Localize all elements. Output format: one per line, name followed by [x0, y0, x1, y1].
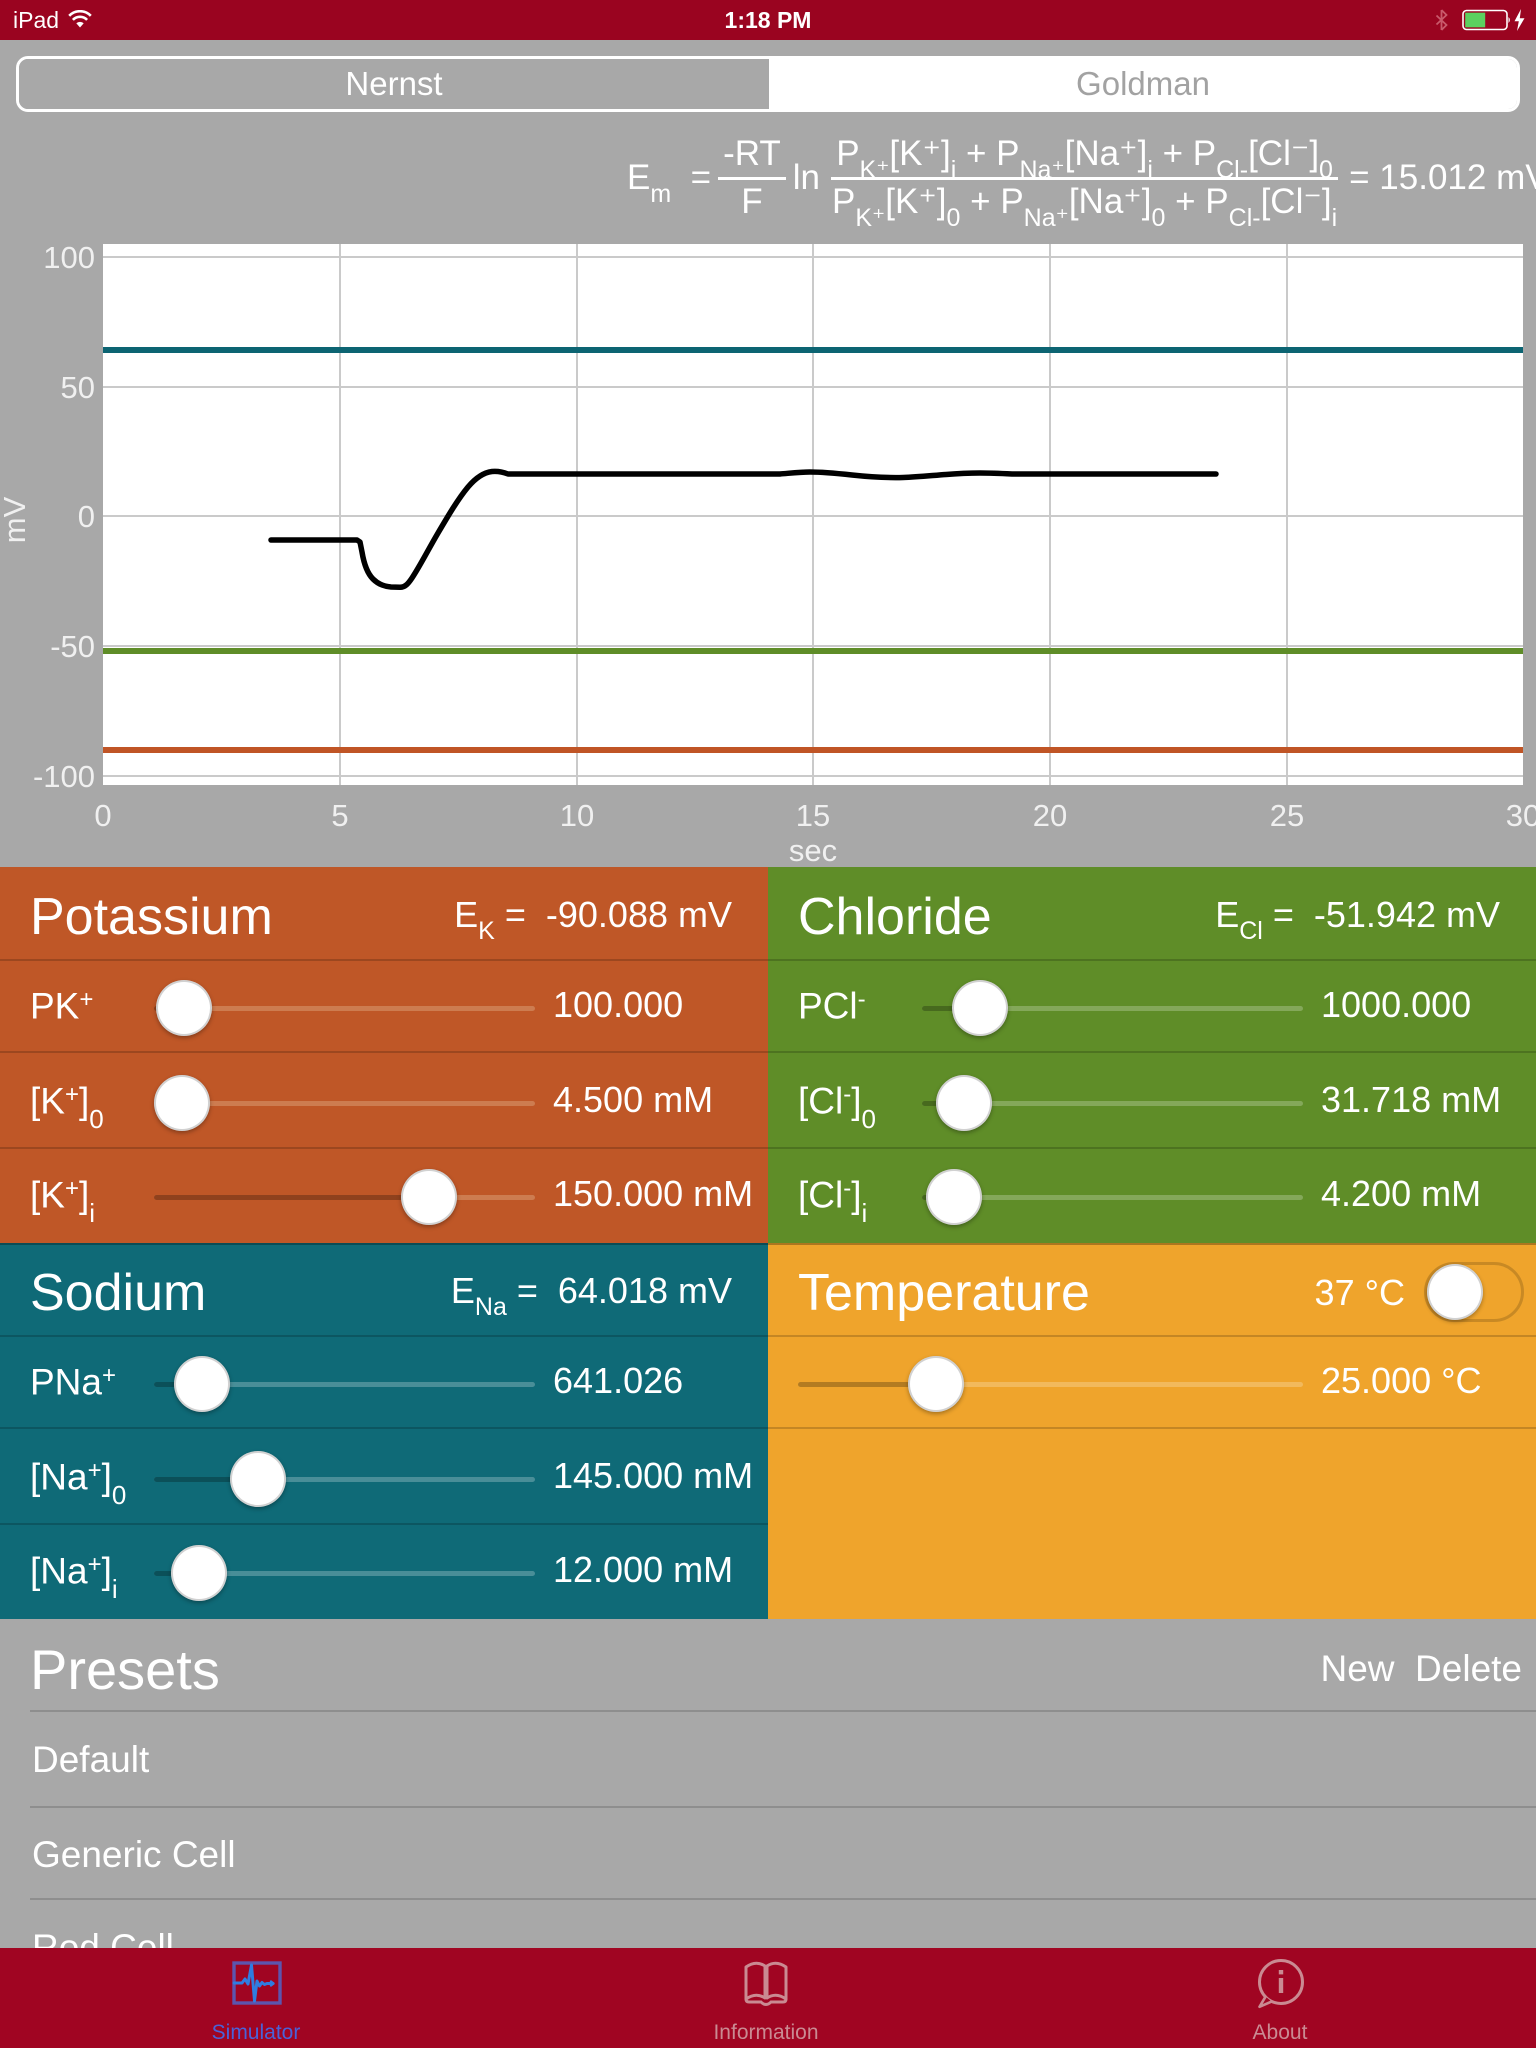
svg-text:sec: sec	[789, 833, 837, 867]
svg-text:mV: mV	[0, 496, 32, 543]
svg-text:0: 0	[94, 798, 111, 833]
svg-text:25: 25	[1270, 798, 1304, 833]
svg-text:0: 0	[78, 499, 95, 534]
svg-text:5: 5	[331, 798, 348, 833]
svg-text:-50: -50	[50, 629, 95, 664]
svg-text:100: 100	[43, 240, 95, 275]
svg-text:30: 30	[1506, 798, 1536, 833]
svg-text:20: 20	[1033, 798, 1067, 833]
svg-text:10: 10	[560, 798, 594, 833]
svg-text:50: 50	[61, 370, 95, 405]
svg-text:15: 15	[796, 798, 830, 833]
svg-text:-100: -100	[33, 759, 95, 794]
